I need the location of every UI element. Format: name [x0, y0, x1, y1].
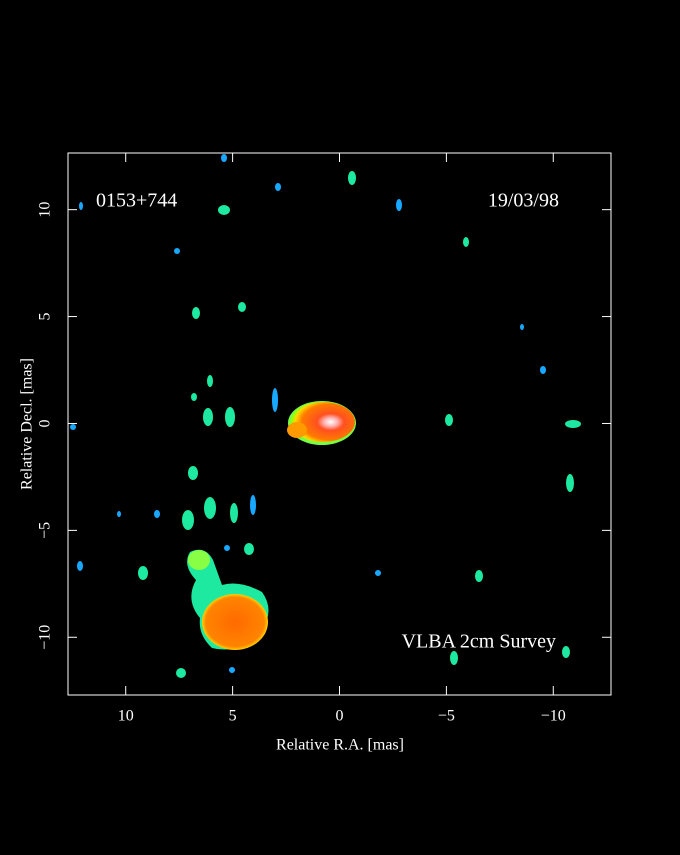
source-name: 0153+744 [96, 190, 177, 212]
y-tick-label: −10 [37, 625, 54, 650]
y-axis-label: Relative Decl. [mas] [19, 358, 36, 490]
y-tick-label: 5 [37, 313, 54, 321]
survey-label: VLBA 2cm Survey [402, 631, 556, 653]
x-tick-label: 0 [336, 708, 344, 725]
y-tick-label: 0 [37, 419, 54, 427]
emission [70, 154, 581, 678]
x-tick-label: −10 [541, 708, 566, 725]
x-tick-label: 5 [229, 708, 237, 725]
x-tick-label: −5 [438, 708, 455, 725]
y-tick-label: −5 [37, 522, 54, 539]
x-tick-label: 10 [118, 708, 134, 725]
y-tick-label: 10 [37, 202, 54, 218]
observation-date: 19/03/98 [488, 190, 559, 212]
x-axis-label: Relative R.A. [mas] [276, 737, 404, 754]
